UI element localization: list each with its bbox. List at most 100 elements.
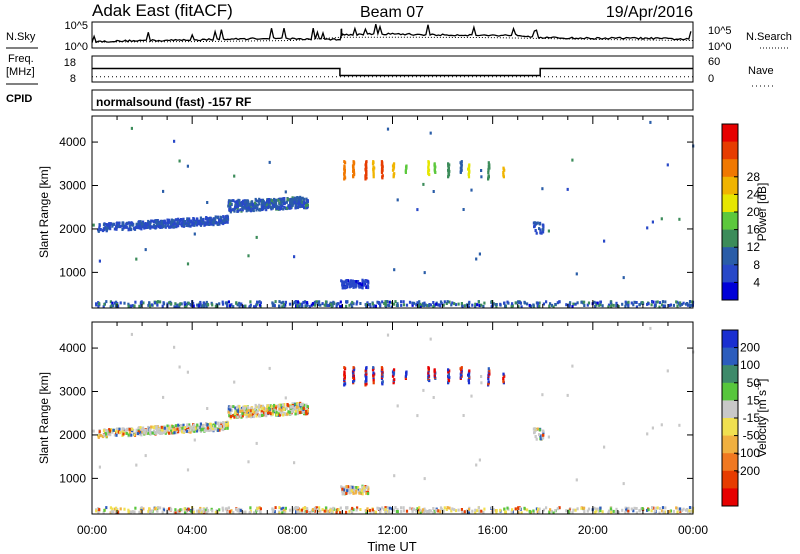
velocity-cell [567,509,570,513]
velocity-cell [283,408,286,411]
velocity-cell [392,508,396,512]
power-cell [169,225,172,229]
velocity-cell [255,414,258,418]
velocity-cell [416,507,419,511]
power-cell [433,167,436,171]
velocity-cell [227,407,230,411]
velocity-cell [651,506,654,509]
velocity-cell [170,426,173,430]
velocity-cell [355,486,358,489]
power-cell [502,173,505,177]
velocity-cell [273,510,276,514]
power-cell [110,304,113,308]
colorbar-segment [722,212,738,231]
velocity-cell [148,507,151,511]
velocity-cell [368,508,372,512]
time-tick-label: 00:00 [77,523,107,537]
power-cell [146,222,149,226]
power-cell [549,302,552,306]
power-cell [467,302,471,306]
velocity-cell [226,426,229,430]
power-cell [234,206,237,209]
velocity-cell [297,403,300,407]
power-cell [280,207,283,211]
velocity-cell [180,424,183,427]
velocity-cell [305,410,308,413]
velocity-cell [540,437,543,441]
velocity-cell [454,509,458,513]
power-cell [159,300,162,304]
velocity-cell [241,409,244,413]
velocity-cell [394,506,397,510]
power-cell [232,208,235,212]
velocity-cell [363,488,366,491]
power-cell [226,216,229,220]
velocity-cell [574,508,577,512]
power-cell [140,304,143,308]
power-cell [223,219,226,223]
colorbar-tick-label: -50 [743,429,761,443]
power-cell [542,223,545,227]
velocity-cell [105,434,108,438]
power-cell [238,301,241,305]
power-cell [242,200,245,204]
velocity-cell [198,428,201,432]
power-cell [106,224,109,228]
velocity-cell [232,511,235,515]
velocity-cell [663,510,667,514]
power-cell [405,303,409,307]
power-cell [368,302,372,306]
velocity-cell [523,506,526,510]
colorbar-tick-label: 24 [747,187,761,201]
velocity-cell [171,431,175,435]
nsky-series-line [91,24,692,44]
velocity-cell [248,413,251,417]
power-cell [565,303,568,307]
velocity-cell [251,413,254,417]
velocity-cell [181,430,184,434]
power-cell [394,300,397,304]
power-cell [617,305,620,308]
velocity-cell [271,507,274,511]
velocity-cell [545,506,548,510]
velocity-cell [127,510,130,514]
power-cell [278,201,281,205]
velocity-cell [383,508,386,511]
power-cell [355,280,358,283]
velocity-cell [252,415,255,419]
power-cell [227,300,230,304]
power-cell [302,205,305,208]
power-cell [372,175,375,179]
power-cell [277,198,280,202]
velocity-cell [241,414,244,418]
velocity-cell [680,508,684,512]
velocity-cell [157,431,160,435]
power-cell [595,303,598,307]
power-cell [460,160,463,164]
power-cell [351,305,354,309]
power-cell [305,304,308,307]
velocity-cell [433,510,436,514]
velocity-cell [427,371,430,375]
power-cell [224,220,227,224]
power-cell [365,160,368,164]
velocity-cell [323,509,326,513]
power-cell [111,301,114,305]
velocity-cell [641,507,644,510]
power-cell [510,304,513,308]
velocity-cell [256,507,259,510]
colorbar-tick-label: 16 [747,223,761,237]
power-cell [174,302,177,306]
power-cell [343,164,346,168]
power-cell [219,215,222,219]
power-cell [280,205,283,209]
power-cell [428,304,431,308]
power-cell [185,304,188,308]
velocity-cell [306,405,309,408]
power-cell [354,283,358,287]
velocity-cell [125,428,128,432]
velocity-cell [210,507,213,511]
power-cell [283,197,286,200]
velocity-cell [275,405,278,408]
